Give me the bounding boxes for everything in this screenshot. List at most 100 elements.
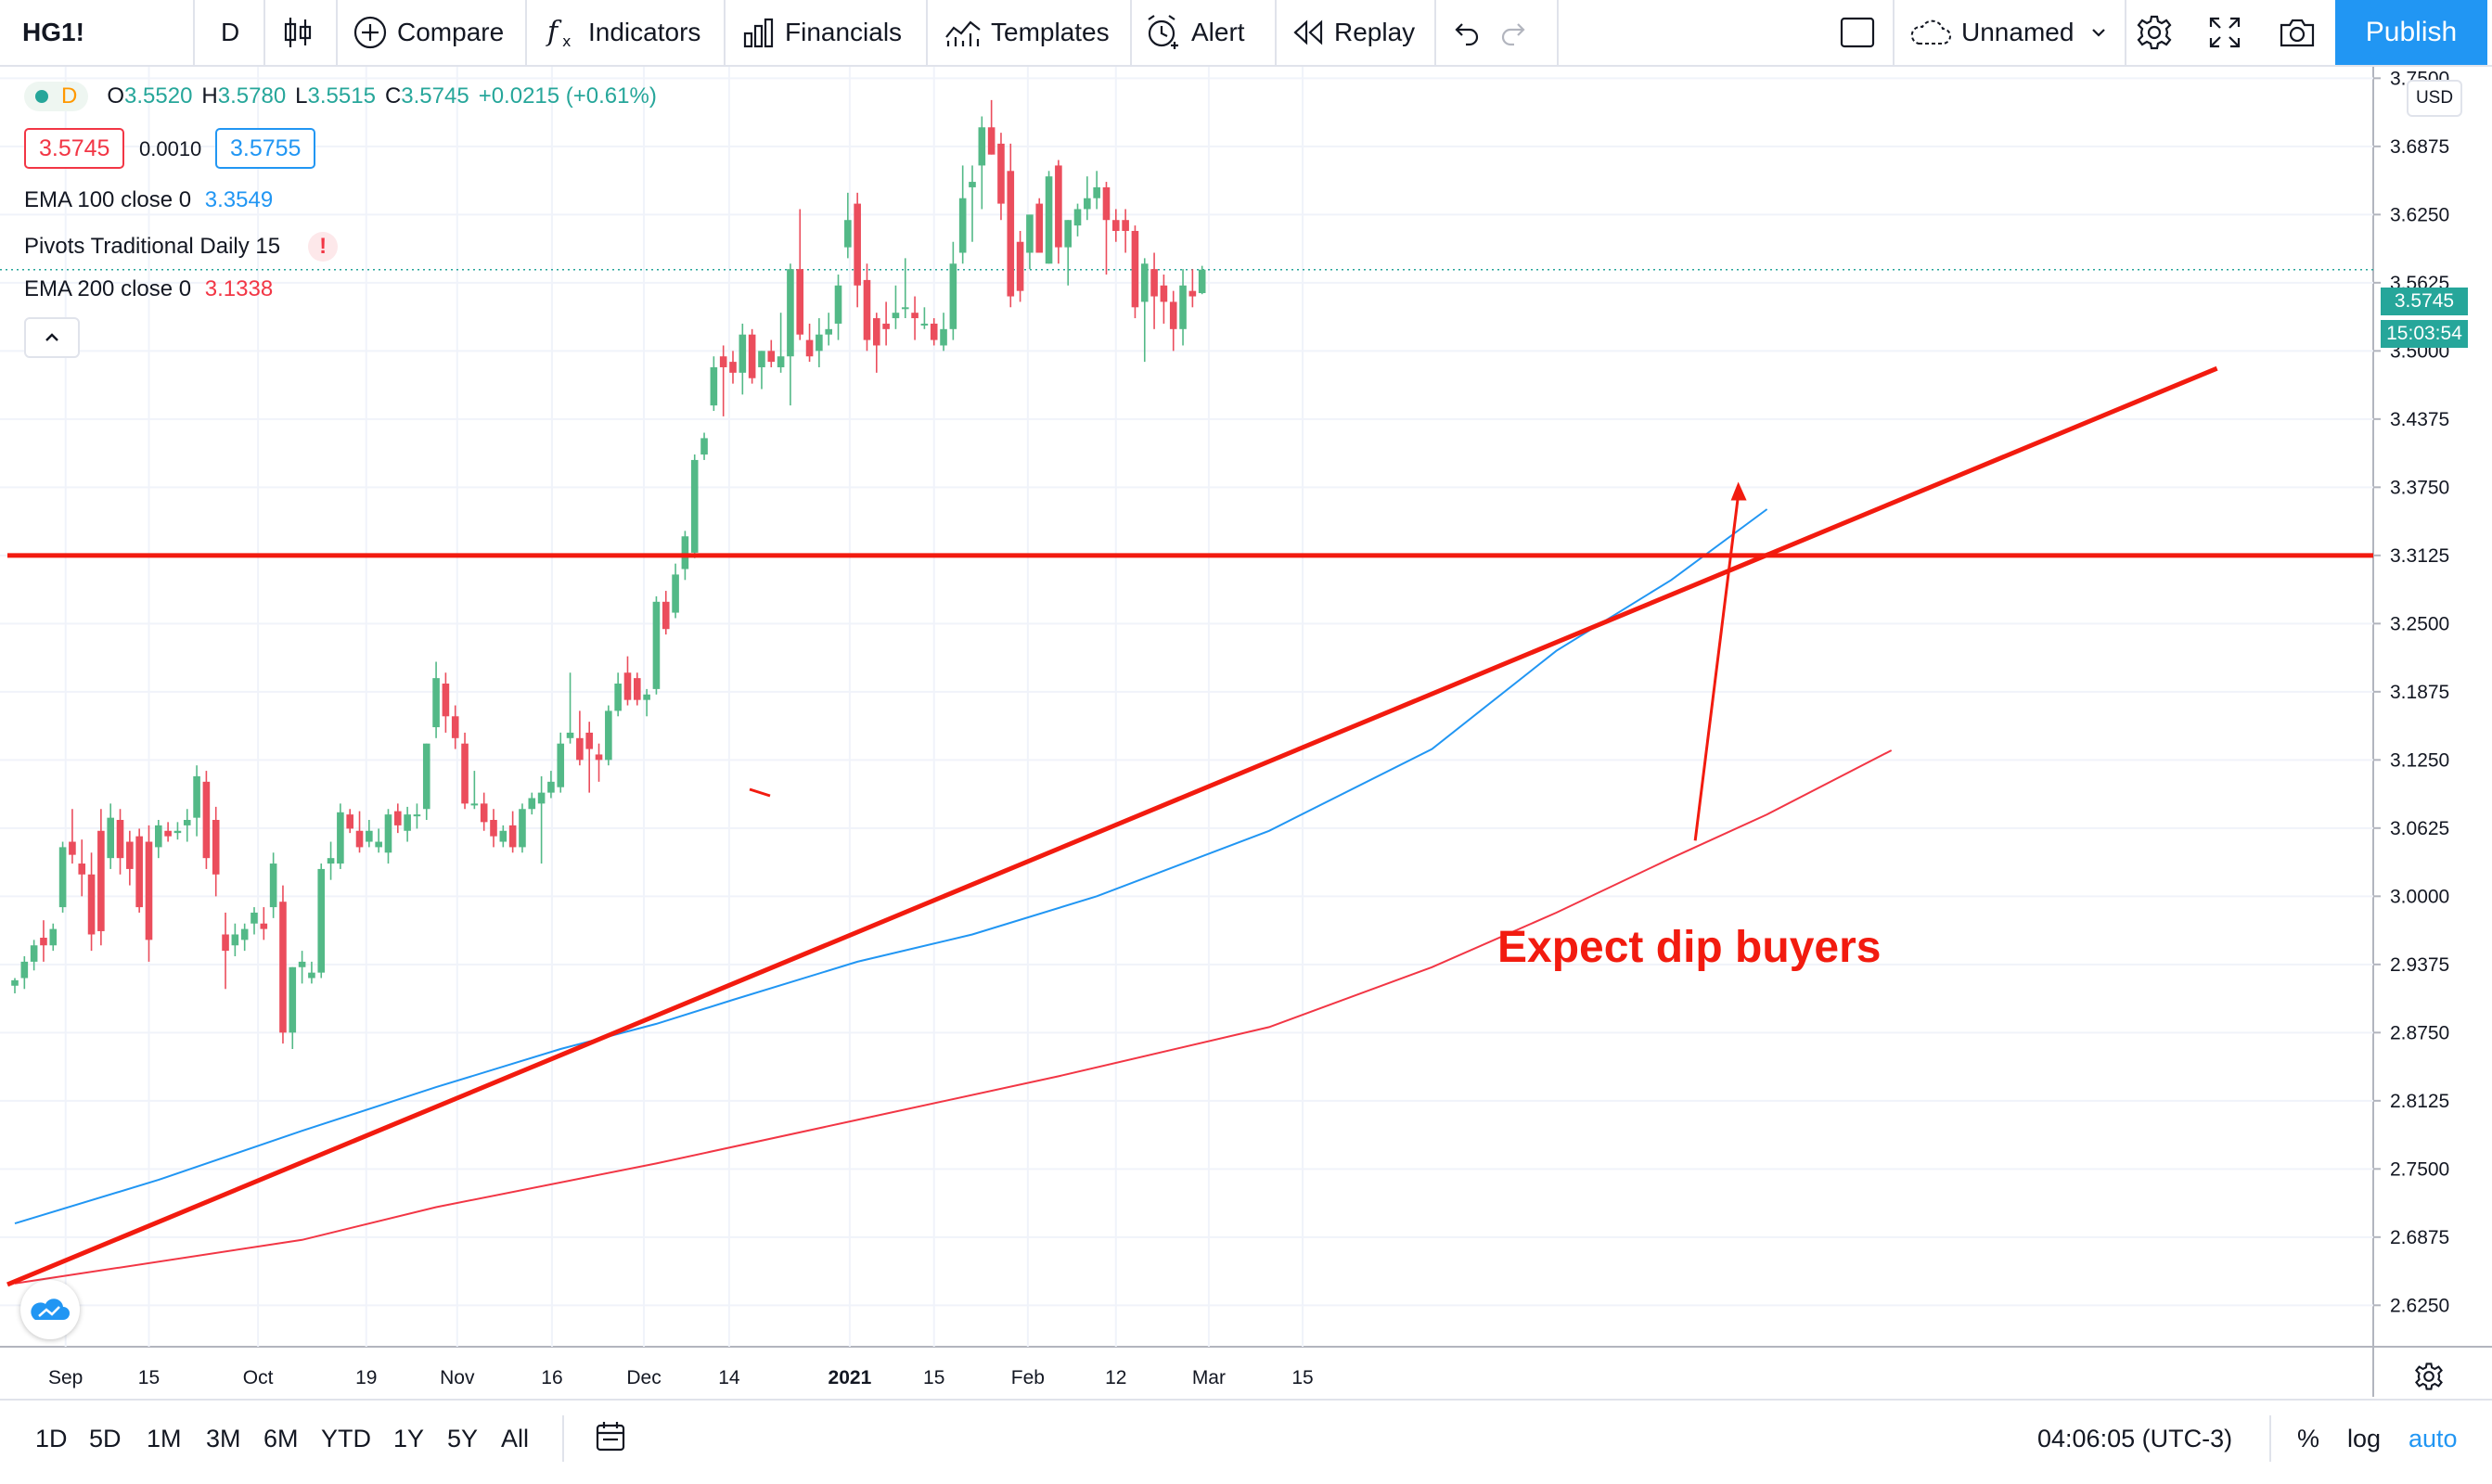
candle-body[interactable] — [107, 817, 114, 859]
candle-body[interactable] — [825, 328, 832, 335]
candle-body[interactable] — [634, 678, 641, 700]
templates-button[interactable]: Templates — [944, 0, 1110, 65]
candle-body[interactable] — [202, 781, 211, 859]
candle-body[interactable] — [605, 710, 612, 761]
candle-body[interactable] — [873, 318, 880, 346]
candle-body[interactable] — [87, 874, 96, 935]
candle-body[interactable] — [758, 351, 765, 367]
candle-body[interactable] — [777, 356, 785, 367]
candle-body[interactable] — [231, 934, 239, 946]
layout-name-button[interactable]: Unnamed — [1908, 0, 2113, 65]
candle-body[interactable] — [49, 928, 58, 946]
candle-body[interactable] — [269, 864, 277, 908]
alert-button[interactable]: Alert — [1145, 0, 1245, 65]
candle-body[interactable] — [499, 830, 507, 842]
interval-button[interactable]: D — [221, 0, 239, 65]
legend-flag[interactable]: D — [24, 82, 89, 111]
compare-button[interactable]: Compare — [353, 0, 504, 65]
candle-body[interactable] — [748, 334, 756, 378]
candle-body[interactable] — [1064, 220, 1072, 248]
candle-body[interactable] — [1084, 198, 1091, 210]
undo-button[interactable] — [1449, 0, 1481, 65]
chart-type-button[interactable] — [282, 0, 314, 65]
candle-body[interactable] — [595, 754, 603, 761]
range-button-ytd[interactable]: YTD — [321, 1425, 371, 1452]
candle-body[interactable] — [1150, 269, 1158, 297]
candle-body[interactable] — [442, 684, 450, 717]
snapshot-button[interactable] — [2279, 0, 2316, 65]
candle-body[interactable] — [901, 307, 909, 310]
candle-body[interactable] — [240, 928, 249, 940]
candle-body[interactable] — [796, 269, 804, 335]
candle-body[interactable] — [384, 814, 392, 853]
candle-body[interactable] — [969, 182, 976, 187]
candle-body[interactable] — [193, 775, 200, 818]
go-to-date-button[interactable] — [594, 1419, 629, 1459]
candle-body[interactable] — [337, 812, 344, 864]
candle-body[interactable] — [997, 143, 1005, 204]
candle-body[interactable] — [739, 334, 747, 373]
candle-body[interactable] — [585, 732, 593, 749]
candle-body[interactable] — [719, 356, 727, 367]
candle-body[interactable] — [116, 820, 124, 859]
candle-body[interactable] — [805, 339, 814, 357]
candle-body[interactable] — [355, 830, 364, 848]
range-button-5d[interactable]: 5D — [89, 1425, 122, 1452]
candle-body[interactable] — [767, 351, 776, 363]
candle-body[interactable] — [173, 830, 182, 834]
candle-body[interactable] — [145, 841, 153, 940]
candle-body[interactable] — [911, 313, 918, 319]
candle-body[interactable] — [135, 836, 143, 908]
candle-body[interactable] — [557, 743, 565, 787]
redo-button[interactable] — [1499, 0, 1531, 65]
candle-body[interactable] — [566, 732, 574, 738]
candle-body[interactable] — [1026, 214, 1034, 253]
candle-body[interactable] — [662, 601, 670, 630]
price-chart[interactable]: 2.6250 2.6875 2.7500 2.8125 2.8750 2.9375 3.00… — [0, 67, 2492, 1397]
candle-body[interactable] — [863, 279, 871, 340]
sell-price-box[interactable]: 3.5745 — [24, 128, 125, 169]
financials-button[interactable]: Financials — [742, 0, 902, 65]
candle-body[interactable] — [1035, 203, 1044, 253]
candle-body[interactable] — [1007, 171, 1015, 297]
candle-body[interactable] — [1112, 220, 1120, 231]
candle-body[interactable] — [920, 323, 929, 326]
candle-body[interactable] — [1198, 269, 1206, 294]
range-button-3m[interactable]: 3M — [206, 1425, 241, 1452]
candle-body[interactable] — [844, 220, 852, 248]
candle-body[interactable] — [892, 313, 900, 319]
rising-trendline[interactable] — [6, 365, 2218, 1287]
candle-body[interactable] — [987, 127, 996, 155]
candle-body[interactable] — [940, 328, 947, 346]
percent-toggle[interactable]: % — [2297, 1425, 2319, 1453]
candle-body[interactable] — [623, 672, 632, 700]
candle-body[interactable] — [317, 868, 326, 973]
candle-body[interactable] — [882, 323, 890, 329]
candle-body[interactable] — [1188, 290, 1197, 297]
candle-body[interactable] — [930, 323, 938, 340]
candle-body[interactable] — [183, 820, 191, 825]
candle-body[interactable] — [1073, 209, 1082, 226]
candle-body[interactable] — [1179, 285, 1187, 329]
candle-body[interactable] — [834, 285, 842, 324]
log-toggle[interactable]: log — [2347, 1425, 2381, 1453]
candle-body[interactable] — [413, 814, 421, 817]
candle-body[interactable] — [816, 334, 823, 352]
candle-body[interactable] — [949, 263, 957, 329]
candle-body[interactable] — [250, 912, 258, 924]
candle-body[interactable] — [1055, 165, 1062, 248]
candle-body[interactable] — [1122, 220, 1129, 231]
buy-price-box[interactable]: 3.5755 — [215, 128, 316, 169]
candle-body[interactable] — [480, 803, 488, 823]
candle-body[interactable] — [279, 902, 287, 1033]
candle-body[interactable] — [30, 945, 38, 962]
candle-body[interactable] — [490, 820, 497, 837]
range-button-all[interactable]: All — [501, 1425, 530, 1452]
candle-body[interactable] — [547, 781, 555, 793]
candle-body[interactable] — [528, 798, 536, 810]
candle-body[interactable] — [58, 847, 67, 908]
range-button-1m[interactable]: 1M — [147, 1425, 182, 1452]
candle-body[interactable] — [690, 459, 699, 553]
candle-body[interactable] — [681, 536, 689, 569]
candle-body[interactable] — [40, 938, 47, 946]
